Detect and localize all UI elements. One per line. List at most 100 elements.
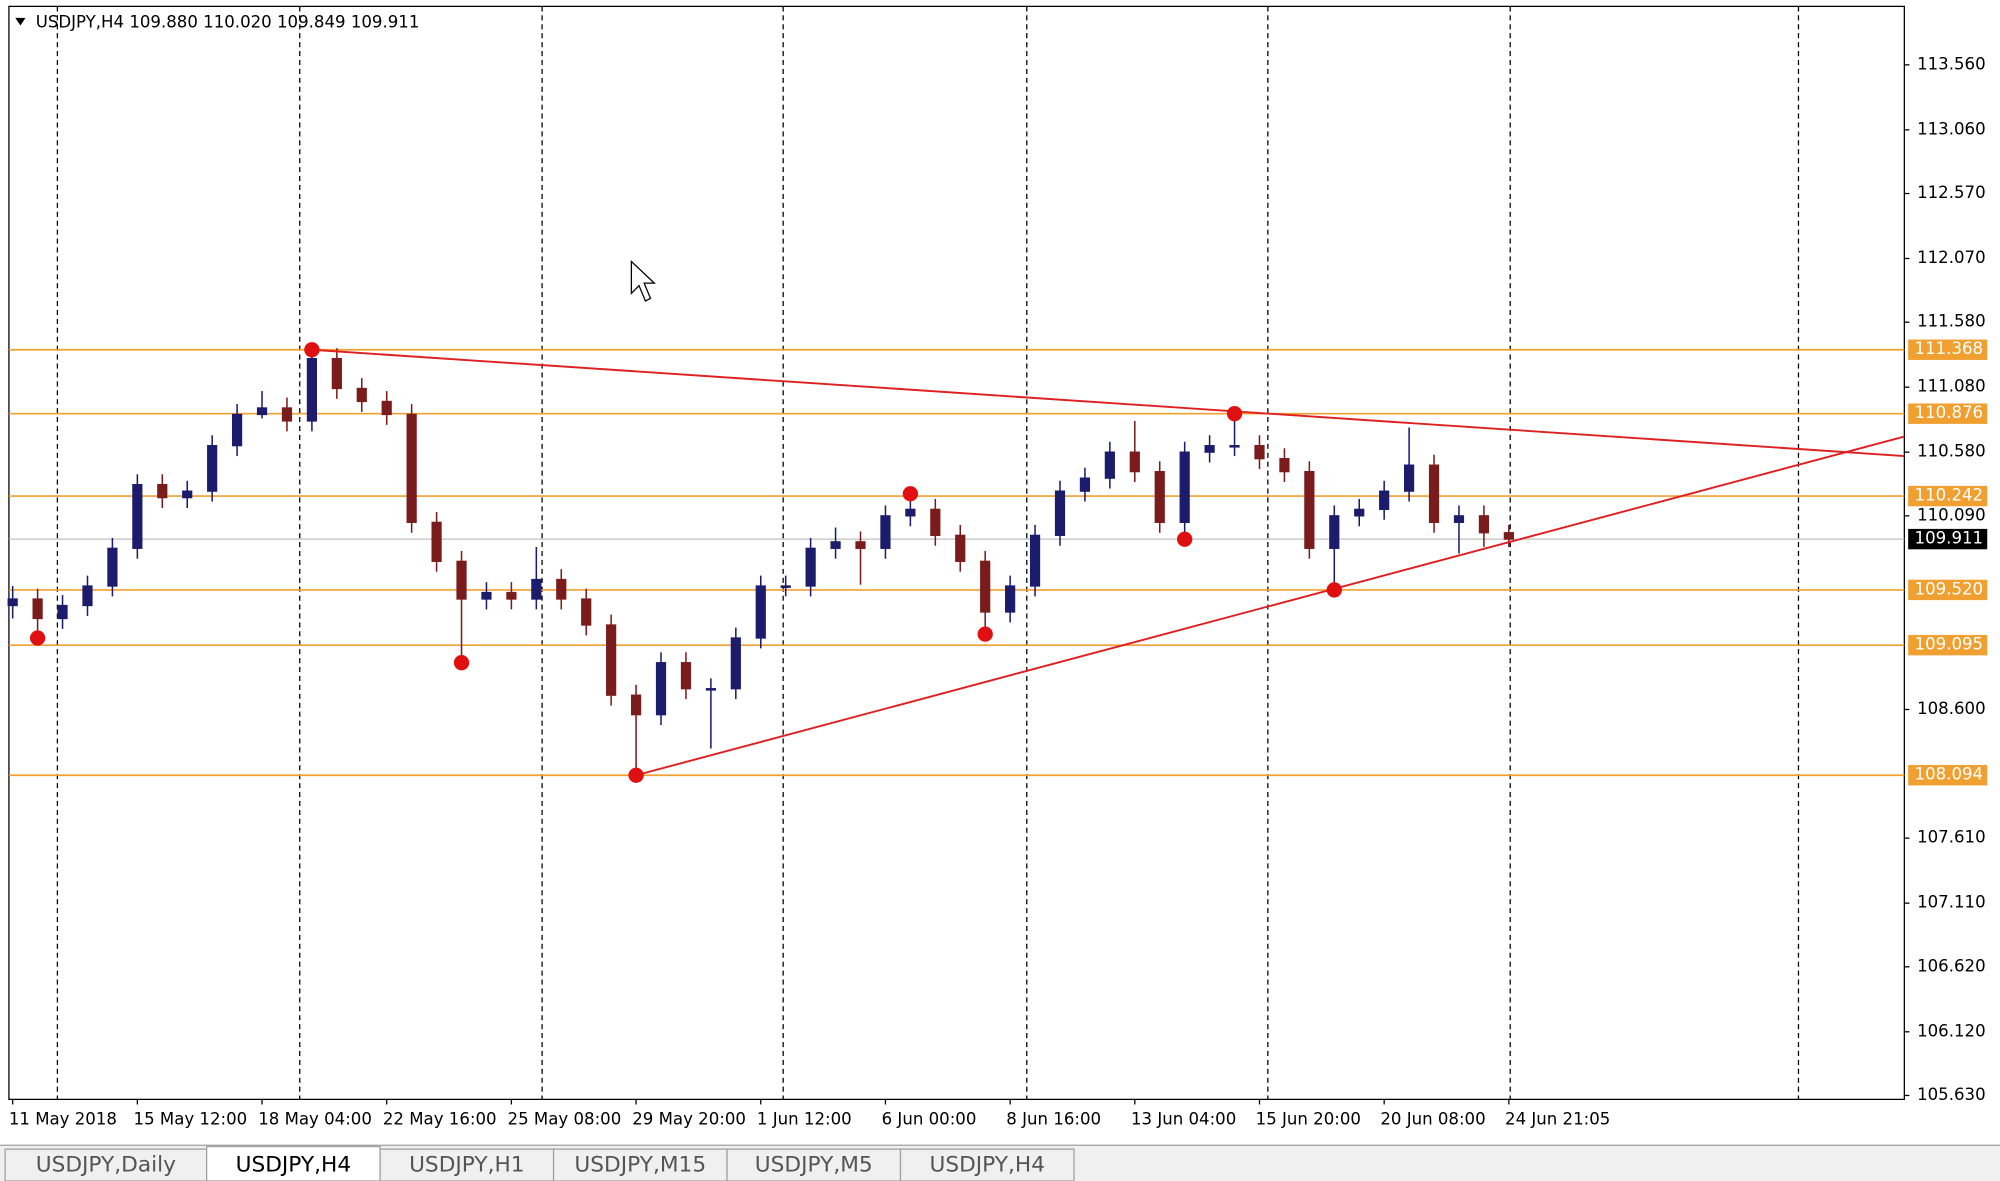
y-tick-label: 106.620 [1917,956,1986,975]
candle-body [331,357,342,390]
y-tick-label: 105.630 [1917,1085,1986,1104]
candle-body [1204,445,1215,453]
tab[interactable] [205,1145,381,1181]
candle-body [1154,471,1165,523]
tab-label[interactable]: USDJPY,M5 [755,1153,873,1178]
candle-body [1054,490,1066,536]
candle-body [381,400,392,416]
level-label-box [1908,579,1988,601]
level-label: 110.876 [1915,403,1984,422]
tab[interactable] [379,1148,555,1181]
candle-body [481,591,492,600]
candle-body [755,585,766,639]
candle-body [905,508,916,517]
candle-body [207,445,218,492]
candle-body [1379,490,1390,510]
candle-body [606,624,617,696]
tab-label[interactable]: USDJPY,H4 [236,1153,352,1178]
tab-label[interactable]: USDJPY,Daily [36,1153,176,1178]
candle-body [1279,458,1290,473]
swing-marker [1226,406,1243,422]
level-label: 111.368 [1915,339,1984,358]
candle-body [1254,445,1265,460]
candle-body [805,547,816,587]
x-tick-label: 1 Jun 12:00 [757,1109,852,1128]
candle-body [157,484,168,499]
swing-marker [1177,531,1193,547]
candle-body [1354,508,1365,517]
candle-body [256,407,268,416]
y-tick-label: 111.580 [1917,312,1986,331]
x-tick-label: 24 Jun 21:05 [1505,1109,1610,1128]
mouse-cursor [630,259,656,302]
candle-body [356,387,367,403]
candle-body [880,515,891,549]
x-tick-label: 18 May 04:00 [258,1109,372,1128]
candle-body [705,688,716,691]
candle-body [107,547,118,587]
level-label: 108.094 [1915,765,1984,784]
tab[interactable] [552,1148,728,1181]
candle-body [406,413,417,523]
current-price-label: 109.911 [1915,529,1984,548]
level-label-box [1908,485,1988,507]
candle-body [730,637,741,690]
chart-header: USDJPY,H4 109.880 110.020 109.849 109.91… [36,12,420,31]
candle-body [281,407,293,422]
tab-label[interactable]: USDJPY,H1 [409,1153,525,1178]
trendline [311,348,1905,458]
candle-body [531,578,542,600]
y-tick-label: 108.600 [1917,699,1986,718]
candle-body [132,484,143,549]
level-label-box [1908,765,1988,786]
x-tick-label: 15 Jun 20:00 [1256,1109,1361,1128]
y-tick-label: 111.080 [1917,377,1986,396]
swing-marker [1326,582,1342,598]
x-tick-label: 11 May 2018 [9,1109,117,1128]
candle-body [7,598,18,607]
tab[interactable] [899,1148,1075,1181]
swing-marker [453,655,470,671]
candle-body [930,508,941,536]
candle-body [1129,451,1140,473]
candle-body [1453,515,1465,523]
y-tick-label: 107.110 [1917,893,1986,912]
candle-body [182,490,193,499]
period-separators [56,6,1800,1100]
candle-body [431,521,442,562]
level-label-box [1908,339,1988,360]
swing-marker [902,486,919,502]
candle-body [506,591,517,600]
x-tick-label: 20 Jun 08:00 [1380,1109,1485,1128]
candle-body [655,662,667,716]
y-tick-label: 112.570 [1917,183,1986,202]
candle-body [1229,445,1240,448]
level-label-box [1908,403,1988,424]
swing-marker [628,767,644,783]
tab-label[interactable]: USDJPY,M15 [574,1153,706,1178]
level-label-box [1908,634,1988,656]
candle-body [1079,477,1091,492]
candle-body [456,560,467,600]
candle-body [1403,464,1415,492]
candle-body [57,604,68,620]
level-label: 109.520 [1915,579,1984,598]
tab-label[interactable]: USDJPY,H4 [929,1153,1045,1178]
candle-body [306,357,318,422]
candle-body [980,560,991,613]
candle-body [1179,451,1190,523]
candle-body [1329,515,1340,549]
candle-body [955,534,966,562]
plot-frame [8,5,1905,1101]
current-price-box [1908,528,1988,550]
candle-body [1304,471,1315,549]
y-tick-label: 110.580 [1917,442,1986,461]
y-tick-label: 107.610 [1917,828,1986,847]
candle-body [855,541,866,549]
x-tick-label: 29 May 20:00 [632,1109,746,1128]
x-tick-label: 15 May 12:00 [134,1109,248,1128]
swing-marker [977,626,993,642]
tab[interactable] [726,1148,902,1181]
